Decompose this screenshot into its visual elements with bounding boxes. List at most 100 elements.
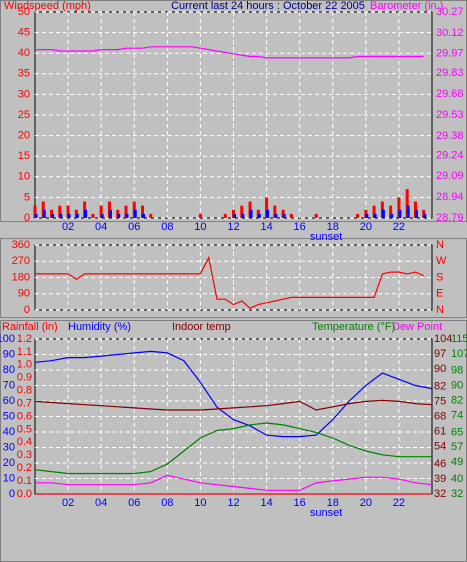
bar xyxy=(372,205,376,218)
bar xyxy=(34,213,38,218)
y-tick-label: 40 xyxy=(18,47,30,59)
x-tick-label: 12 xyxy=(227,221,239,233)
y-tick-label: 61 xyxy=(434,425,446,437)
y-tick-label: W xyxy=(436,255,447,267)
bar xyxy=(42,209,46,218)
bar xyxy=(141,205,145,218)
x-tick-label: 12 xyxy=(227,497,239,509)
y-tick-label: 54 xyxy=(434,441,446,453)
bar xyxy=(223,213,227,218)
y-tick-label: 0 xyxy=(24,212,30,224)
y-tick-label: 1.2 xyxy=(17,333,32,345)
y-tick-label: 45 xyxy=(18,27,30,39)
y-tick-label: 90 xyxy=(3,348,15,360)
x-tick-label: 20 xyxy=(360,221,372,233)
y-tick-label: 5 xyxy=(24,191,30,203)
bar xyxy=(373,213,377,218)
y-tick-label: 65 xyxy=(451,426,463,438)
bar xyxy=(406,205,410,218)
y-tick-label: 0.4 xyxy=(17,436,32,448)
y-tick-label: 90 xyxy=(434,363,446,375)
line xyxy=(35,46,424,59)
x-tick-label: 10 xyxy=(194,497,206,509)
y-tick-label: 32 xyxy=(451,488,463,500)
bar xyxy=(75,213,79,218)
legend-label: Humidity (%) xyxy=(68,321,131,333)
bar xyxy=(58,205,62,218)
y-tick-label: S xyxy=(436,271,443,283)
y-tick-label: 115 xyxy=(451,333,467,345)
y-tick-label: 82 xyxy=(451,395,463,407)
y-tick-label: 39 xyxy=(434,473,446,485)
bar xyxy=(124,205,128,218)
line xyxy=(35,255,424,309)
y-tick-label: 29.24 xyxy=(436,149,464,161)
x-tick-label: 16 xyxy=(294,497,306,509)
bar xyxy=(241,213,245,218)
bar xyxy=(265,197,269,218)
x-tick-label: 20 xyxy=(360,497,372,509)
annotation: sunset xyxy=(310,507,342,519)
bar xyxy=(390,213,394,218)
y-tick-label: 60 xyxy=(3,395,15,407)
y-tick-label: 49 xyxy=(451,456,463,468)
y-tick-label: 29.97 xyxy=(436,48,464,60)
bar xyxy=(273,205,277,218)
bar xyxy=(125,213,129,218)
bar xyxy=(414,209,418,218)
y-tick-label: 29.68 xyxy=(436,88,464,100)
x-tick-label: 04 xyxy=(95,497,107,509)
bar xyxy=(405,189,409,218)
bar xyxy=(66,205,70,218)
x-tick-label: 14 xyxy=(260,497,272,509)
bar xyxy=(149,213,153,218)
y-tick-label: 68 xyxy=(434,410,446,422)
y-tick-label: 75 xyxy=(434,395,446,407)
y-tick-label: 29.09 xyxy=(436,170,464,182)
legend-label: Dew Point xyxy=(392,321,442,333)
y-tick-label: 0.5 xyxy=(17,423,32,435)
y-tick-label: 0.0 xyxy=(17,488,32,500)
y-tick-label: 20 xyxy=(3,457,15,469)
y-tick-label: 0.2 xyxy=(17,462,32,474)
x-tick-label: 10 xyxy=(194,221,206,233)
y2-axis-title: Barometer (in.) xyxy=(370,0,443,12)
x-tick-label: 02 xyxy=(62,221,74,233)
x-tick-label: 22 xyxy=(393,497,405,509)
bar xyxy=(249,209,253,218)
y-tick-label: 270 xyxy=(12,255,30,267)
y-tick-label: E xyxy=(436,288,443,300)
x-tick-label: 22 xyxy=(393,221,405,233)
y-tick-label: 50 xyxy=(3,410,15,422)
y-tick-label: 35 xyxy=(18,68,30,80)
bar xyxy=(289,213,293,218)
y-tick-label: 0 xyxy=(24,304,30,316)
y-tick-label: 29.53 xyxy=(436,109,464,121)
y-tick-label: 0.6 xyxy=(17,410,32,422)
bar xyxy=(274,213,278,218)
bar xyxy=(91,213,95,218)
y-tick-label: 0.1 xyxy=(17,475,32,487)
x-tick-label: 06 xyxy=(128,497,140,509)
bar xyxy=(365,213,369,218)
bar xyxy=(84,209,88,218)
y-tick-label: 70 xyxy=(3,379,15,391)
bar xyxy=(257,213,261,218)
x-tick-label: 08 xyxy=(161,497,173,509)
y-tick-label: 180 xyxy=(12,271,30,283)
bar xyxy=(266,209,270,218)
y-tick-label: 30.27 xyxy=(436,6,464,18)
y-tick-label: 0 xyxy=(9,488,15,500)
y-tick-label: 32 xyxy=(434,488,446,500)
y-tick-label: 50 xyxy=(18,6,30,18)
y-tick-label: 10 xyxy=(3,472,15,484)
y-tick-label: 80 xyxy=(3,364,15,376)
bar xyxy=(314,213,318,218)
y-tick-label: 0.8 xyxy=(17,385,32,397)
y-tick-label: 90 xyxy=(18,288,30,300)
bar xyxy=(33,205,37,218)
bar xyxy=(117,213,121,218)
y-tick-label: 0.9 xyxy=(17,372,32,384)
y-tick-label: 0.7 xyxy=(17,397,32,409)
y-tick-label: 97 xyxy=(434,348,446,360)
